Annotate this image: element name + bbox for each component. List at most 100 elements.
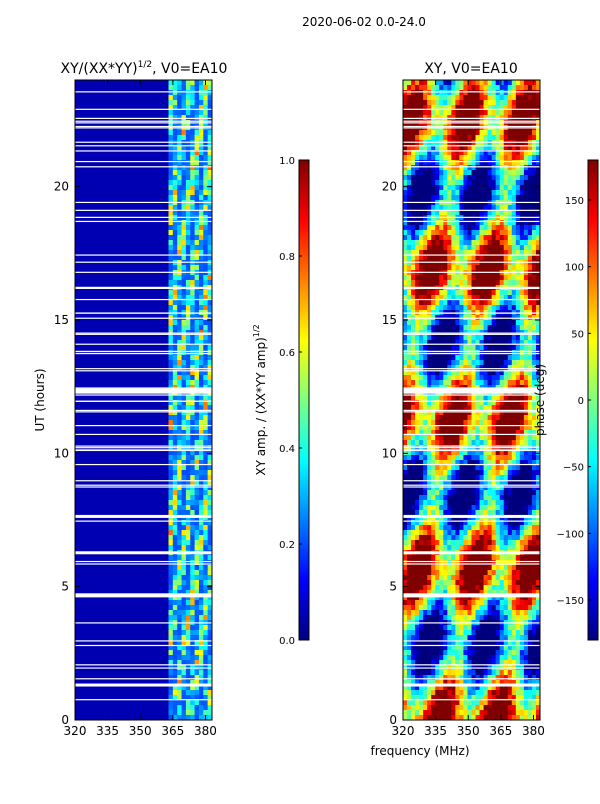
right-heatmap-cell xyxy=(423,435,427,440)
left-heatmap-cell xyxy=(186,605,191,610)
left-heatmap-cell xyxy=(190,505,195,510)
left-heatmap-cell xyxy=(177,555,182,560)
right-heatmap-cell xyxy=(480,195,484,200)
right-heatmap-cell xyxy=(492,255,496,260)
right-heatmap-cell xyxy=(427,535,431,540)
right-heatmap-cell xyxy=(516,500,520,505)
left-heatmap-cell xyxy=(182,240,187,245)
left-heatmap-cell xyxy=(169,455,174,460)
right-heatmap-cell xyxy=(500,500,504,505)
left-heatmap-cell xyxy=(173,690,178,695)
right-heatmap-cell xyxy=(528,585,532,590)
left-heatmap-cell xyxy=(190,500,195,505)
left-heatmap-cell xyxy=(182,230,187,235)
right-heatmap-cell xyxy=(508,90,512,95)
right-heatmap-cell xyxy=(504,495,508,500)
right-heatmap-cell xyxy=(419,455,423,460)
right-heatmap-cell xyxy=(407,255,411,260)
left-colorbar-tick-label: 0.6 xyxy=(279,348,295,359)
right-heatmap-cell xyxy=(472,175,476,180)
right-heatmap-cell xyxy=(403,135,407,140)
right-heatmap-cell xyxy=(403,115,407,120)
right-heatmap-cell xyxy=(407,80,411,85)
right-heatmap-cell xyxy=(403,495,407,500)
right-heatmap-cell xyxy=(427,85,431,90)
right-heatmap-cell xyxy=(528,485,532,490)
right-heatmap-cell xyxy=(423,355,427,360)
right-heatmap-cell xyxy=(423,230,427,235)
left-heatmap-cell xyxy=(177,465,182,470)
right-heatmap-cell xyxy=(411,220,415,225)
right-heatmap-cell xyxy=(532,490,536,495)
right-heatmap-cell xyxy=(476,95,480,100)
right-heatmap-cell xyxy=(504,90,508,95)
left-heatmap-cell xyxy=(173,375,178,380)
left-ytick-label: 5 xyxy=(61,580,69,594)
left-heatmap-cell xyxy=(173,185,178,190)
right-heatmap-cell xyxy=(451,85,455,90)
right-heatmap-cell xyxy=(480,265,484,270)
right-heatmap-cell xyxy=(467,230,471,235)
right-heatmap-cell xyxy=(431,240,435,245)
right-heatmap-cell xyxy=(488,510,492,515)
right-heatmap-cell xyxy=(488,570,492,575)
right-heatmap-cell xyxy=(411,365,415,370)
right-heatmap-cell xyxy=(423,510,427,515)
left-heatmap-cell xyxy=(169,650,174,655)
right-heatmap-cell xyxy=(431,275,435,280)
left-heatmap-cell xyxy=(203,615,208,620)
right-heatmap-cell xyxy=(532,530,536,535)
right-heatmap-cell xyxy=(435,190,439,195)
left-flag-line xyxy=(75,254,212,255)
right-heatmap-cell xyxy=(463,110,467,115)
right-heatmap-cell xyxy=(516,360,520,365)
right-heatmap-cell xyxy=(484,530,488,535)
right-heatmap-cell xyxy=(528,80,532,85)
right-heatmap-cell xyxy=(463,135,467,140)
left-flag-line xyxy=(75,334,212,335)
right-heatmap-cell xyxy=(455,240,459,245)
right-heatmap-cell xyxy=(423,580,427,585)
left-heatmap-cell xyxy=(169,365,174,370)
right-heatmap-cell xyxy=(508,435,512,440)
right-heatmap-cell xyxy=(520,565,524,570)
right-heatmap-cell xyxy=(427,135,431,140)
right-heatmap-cell xyxy=(411,165,415,170)
right-heatmap-cell xyxy=(484,180,488,185)
right-heatmap-cell xyxy=(435,255,439,260)
left-heatmap-cell xyxy=(190,635,195,640)
right-heatmap-cell xyxy=(508,535,512,540)
right-heatmap-cell xyxy=(443,535,447,540)
right-heatmap-cell xyxy=(403,505,407,510)
left-heatmap-cell xyxy=(199,365,204,370)
right-heatmap-cell xyxy=(435,435,439,440)
right-heatmap-cell xyxy=(447,205,451,210)
right-heatmap-cell xyxy=(500,395,504,400)
right-heatmap-cell xyxy=(532,265,536,270)
left-plot-title: XY/(XX*YY)1/2, V0=EA10 xyxy=(61,60,228,77)
left-heatmap-cell xyxy=(169,700,174,705)
right-heatmap-cell xyxy=(407,580,411,585)
left-heatmap-cell xyxy=(199,585,204,590)
right-heatmap-cell xyxy=(403,160,407,165)
right-heatmap-cell xyxy=(423,100,427,105)
right-heatmap-cell xyxy=(496,510,500,515)
left-heatmap-cell xyxy=(186,610,191,615)
right-heatmap-cell xyxy=(472,360,476,365)
right-heatmap-cell xyxy=(520,80,524,85)
right-heatmap-cell xyxy=(403,175,407,180)
right-heatmap-cell xyxy=(504,185,508,190)
right-heatmap-cell xyxy=(419,380,423,385)
left-heatmap-cell xyxy=(186,365,191,370)
right-heatmap-cell xyxy=(500,545,504,550)
left-heatmap-cell xyxy=(199,570,204,575)
right-heatmap-cell xyxy=(484,275,488,280)
right-heatmap-cell xyxy=(532,180,536,185)
right-heatmap-cell xyxy=(451,490,455,495)
right-heatmap-cell xyxy=(500,180,504,185)
left-heatmap-cell xyxy=(182,220,187,225)
left-heatmap-cell xyxy=(173,530,178,535)
right-heatmap-cell xyxy=(443,525,447,530)
right-heatmap-cell xyxy=(463,495,467,500)
right-heatmap-cell xyxy=(484,185,488,190)
